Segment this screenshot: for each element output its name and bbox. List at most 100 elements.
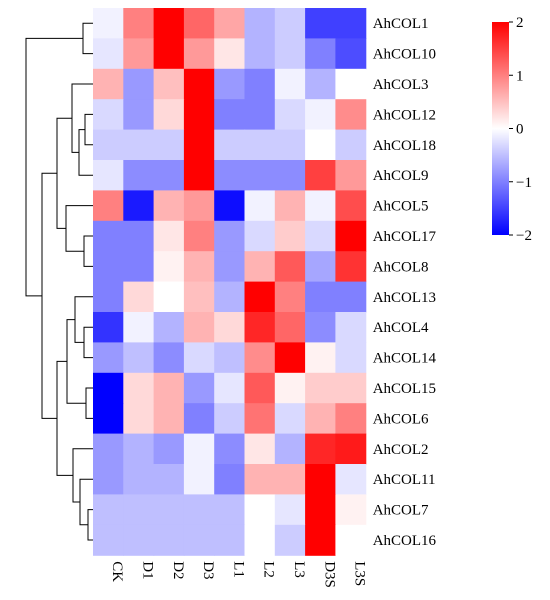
row-label: AhCOL3 <box>373 77 429 93</box>
heatmap-cell <box>335 38 367 70</box>
heatmap-cell <box>183 8 215 39</box>
heatmap-cell <box>214 312 246 343</box>
heatmap-cell <box>123 190 155 222</box>
heatmap-cell <box>153 68 185 100</box>
heatmap-cell <box>153 433 185 465</box>
heatmap-cell <box>183 524 215 556</box>
heatmap-cell <box>274 8 306 39</box>
column-label: D3S <box>321 561 337 588</box>
heatmap-cell <box>123 433 155 465</box>
heatmap-cell <box>214 342 246 374</box>
heatmap-cell <box>214 403 246 435</box>
dendrogram-branch <box>87 509 93 541</box>
heatmap-cell <box>183 251 215 283</box>
colorbar-tick-label: −2 <box>516 228 532 244</box>
column-label: L2 <box>261 561 277 578</box>
row-label: AhCOL8 <box>373 259 429 275</box>
heatmap-cell <box>305 372 336 404</box>
heatmap-cell <box>305 494 336 526</box>
heatmap-cell <box>123 464 155 495</box>
heatmap-cell <box>153 372 185 404</box>
heatmap-cell <box>244 281 276 313</box>
heatmap-cell <box>244 372 276 404</box>
heatmap-cell <box>183 403 215 435</box>
heatmap-cell <box>214 160 246 191</box>
dendrogram-branch <box>25 37 83 297</box>
heatmap-cell <box>274 220 306 252</box>
heatmap-cell <box>214 494 246 526</box>
heatmap-cell <box>93 403 124 435</box>
heatmap-cell <box>244 251 276 283</box>
heatmap-cell <box>214 524 246 556</box>
dendrogram-branch <box>83 326 93 359</box>
row-dendrogram <box>25 22 93 541</box>
heatmap-cell <box>244 220 276 252</box>
heatmap-cell <box>274 524 306 556</box>
heatmap-cell <box>274 403 306 435</box>
heatmap-cell <box>93 68 124 100</box>
dendrogram-branch <box>78 129 93 176</box>
heatmap-cell <box>183 372 215 404</box>
heatmap-cell <box>93 38 124 70</box>
dendrogram-branch <box>83 235 93 267</box>
heatmap-cell <box>274 281 306 313</box>
heatmap-cell <box>93 372 124 404</box>
heatmap-cell <box>93 494 124 526</box>
heatmap-cell <box>335 403 367 435</box>
heatmap-cell <box>214 372 246 404</box>
heatmap-cell <box>274 99 306 131</box>
heatmap-cell <box>274 129 306 161</box>
heatmap-cell <box>274 312 306 343</box>
heatmap-cell <box>93 464 124 495</box>
heatmap-cell <box>305 342 336 374</box>
heatmap-cell <box>93 8 124 39</box>
heatmap-cell <box>123 160 155 191</box>
colorbar-gradient <box>492 22 509 235</box>
colorbar-tick-label: 2 <box>516 15 524 31</box>
heatmap-cell <box>93 312 124 343</box>
column-label: D3 <box>200 561 216 579</box>
dendrogram-branch <box>56 360 73 476</box>
heatmap-cell <box>244 464 276 495</box>
row-label: AhCOL12 <box>373 107 436 123</box>
heatmap-cell <box>305 68 336 100</box>
heatmap-cell <box>183 68 215 100</box>
heatmap-cell <box>153 281 185 313</box>
heatmap-cell <box>274 68 306 100</box>
heatmap-cell <box>274 494 306 526</box>
heatmap-cell <box>183 129 215 161</box>
heatmap-cell <box>123 220 155 252</box>
heatmap-cell <box>335 524 367 556</box>
row-label: AhCOL1 <box>373 16 429 32</box>
heatmap-cell <box>305 38 336 70</box>
heatmap-cell <box>244 99 276 131</box>
heatmap-cell <box>123 524 155 556</box>
row-label: AhCOL13 <box>373 290 436 306</box>
column-label: D1 <box>139 561 155 579</box>
heatmap-cell <box>305 312 336 343</box>
heatmap-cell <box>305 160 336 191</box>
heatmap-cell <box>153 99 185 131</box>
heatmap-cell <box>153 312 185 343</box>
dendrogram-branch <box>66 319 86 404</box>
row-label: AhCOL4 <box>373 320 429 336</box>
heatmap-cell <box>123 8 155 39</box>
heatmap-cell <box>93 190 124 222</box>
heatmap-cell <box>244 38 276 70</box>
heatmap-cell <box>153 160 185 191</box>
heatmap-cell <box>244 524 276 556</box>
heatmap-cell <box>153 464 185 495</box>
row-label: AhCOL9 <box>373 168 429 184</box>
heatmap-cell <box>93 342 124 374</box>
heatmap-cell <box>335 281 367 313</box>
colorbar-tick-label: 0 <box>516 122 524 138</box>
heatmap-cell <box>305 99 336 131</box>
heatmap-cell <box>214 68 246 100</box>
heatmap-cell <box>214 433 246 465</box>
row-label: AhCOL6 <box>373 411 429 427</box>
heatmap-cell <box>335 68 367 100</box>
column-label: D2 <box>170 561 186 579</box>
heatmap-cell <box>244 68 276 100</box>
dendrogram-branch <box>56 117 72 229</box>
